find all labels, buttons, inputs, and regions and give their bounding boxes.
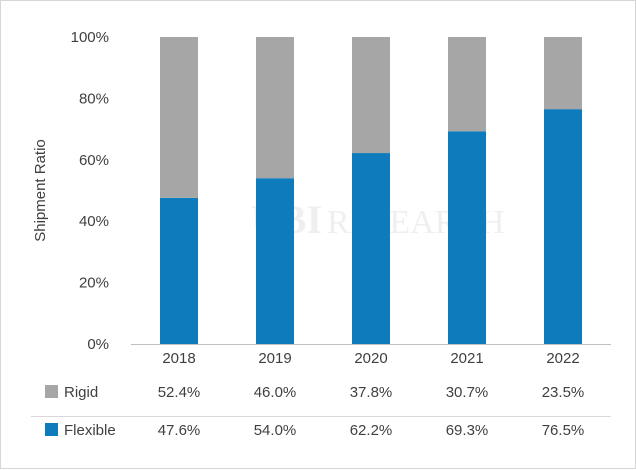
bar-flexible-2021: [448, 131, 486, 344]
bar-rigid-2022: [544, 37, 582, 110]
table-row-label: Rigid: [64, 384, 98, 401]
y-tick-label: 0%: [87, 336, 109, 353]
x-tick-label: 2022: [546, 350, 579, 367]
data-label: 69.3%: [446, 422, 489, 439]
y-axis-title: Shipment Ratio: [32, 139, 49, 242]
data-label: 52.4%: [158, 384, 201, 401]
bar-flexible-2020: [352, 153, 390, 344]
y-tick-label: 100%: [71, 29, 109, 46]
x-tick-label: 2019: [258, 350, 291, 367]
bar-rigid-2019: [256, 37, 294, 179]
legend-swatch-flexible: [45, 423, 58, 436]
data-label: 62.2%: [350, 422, 393, 439]
x-tick-label: 2018: [162, 350, 195, 367]
bar-flexible-2019: [256, 178, 294, 344]
data-label: 54.0%: [254, 422, 297, 439]
bar-rigid-2021: [448, 37, 486, 132]
y-tick-label: 40%: [79, 213, 109, 230]
legend-swatch-rigid: [45, 385, 58, 398]
y-tick-label: 20%: [79, 275, 109, 292]
x-tick-label: 2021: [450, 350, 483, 367]
x-tick-label: 2020: [354, 350, 387, 367]
data-label: 46.0%: [254, 384, 297, 401]
data-label: 30.7%: [446, 384, 489, 401]
bar-flexible-2018: [160, 197, 198, 344]
bar-rigid-2020: [352, 37, 390, 154]
data-label: 47.6%: [158, 422, 201, 439]
y-tick-label: 60%: [79, 152, 109, 169]
table-row-label: Flexible: [64, 422, 116, 439]
bar-flexible-2022: [544, 109, 582, 345]
data-label: 37.8%: [350, 384, 393, 401]
data-label: 23.5%: [542, 384, 585, 401]
bar-rigid-2018: [160, 37, 198, 198]
data-label: 76.5%: [542, 422, 585, 439]
y-tick-label: 80%: [79, 90, 109, 107]
